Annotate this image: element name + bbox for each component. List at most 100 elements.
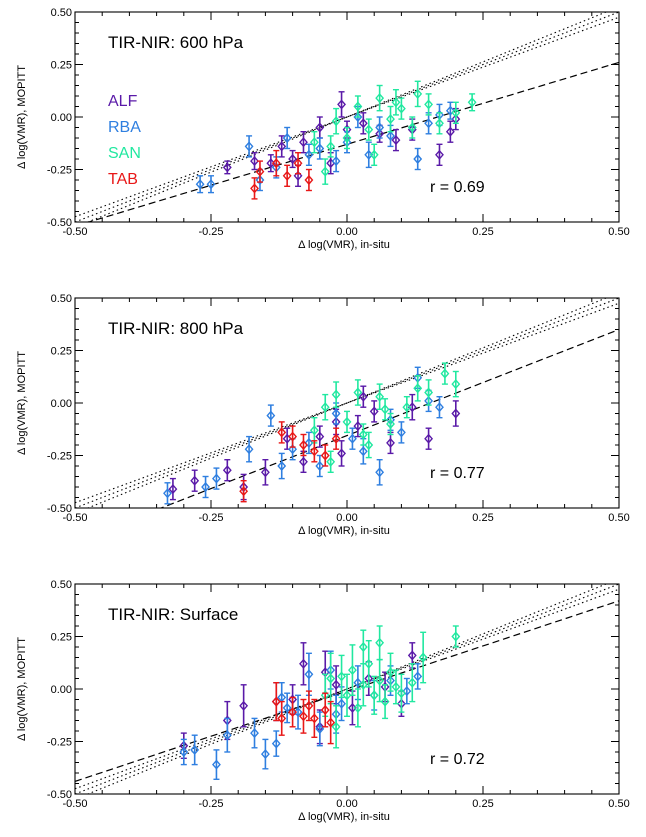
- data-point-rba: [277, 460, 287, 472]
- data-point-rba: [304, 149, 314, 160]
- data-point-san: [407, 677, 417, 688]
- reference-line-1: [75, 302, 619, 504]
- data-point-san: [369, 149, 379, 160]
- data-point-san: [375, 637, 385, 648]
- y-axis-label: Δ log(VMR), MOPITT: [16, 65, 28, 169]
- data-point-san: [369, 690, 379, 701]
- data-point-tab: [320, 704, 330, 716]
- data-point-san: [375, 391, 385, 402]
- data-point-rba: [195, 179, 205, 190]
- data-point-rba: [435, 402, 444, 413]
- data-point-san: [407, 122, 417, 133]
- data-point-alf: [315, 431, 325, 442]
- data-point-san: [451, 631, 461, 642]
- data-point-alf: [299, 658, 308, 669]
- data-point-san: [320, 166, 330, 177]
- data-point-san: [467, 97, 477, 108]
- data-point-alf: [445, 126, 455, 137]
- data-point-alf: [288, 153, 298, 165]
- fit-line: [159, 328, 619, 508]
- data-point-san: [451, 379, 461, 390]
- data-point-alf: [424, 433, 434, 444]
- x-tick-label: 0.50: [608, 798, 629, 810]
- data-point-rba: [315, 460, 325, 472]
- reference-line-3: [86, 12, 608, 222]
- legend-item-san: SAN: [108, 145, 141, 162]
- data-point-tab: [271, 696, 281, 707]
- data-point-san: [331, 389, 341, 400]
- data-point-tab: [304, 174, 314, 186]
- data-point-san: [391, 681, 401, 692]
- correlation-label: r = 0.77: [430, 465, 485, 482]
- x-tick-label: 0.25: [472, 798, 493, 810]
- data-point-san: [353, 702, 363, 713]
- data-point-rba: [260, 749, 270, 760]
- data-point-rba: [386, 130, 395, 141]
- data-point-san: [331, 116, 341, 127]
- data-point-rba: [331, 408, 341, 419]
- correlation-label: r = 0.69: [430, 179, 485, 196]
- y-tick-label: 0.50: [51, 7, 72, 19]
- data-point-san: [435, 118, 444, 129]
- data-point-alf: [331, 679, 341, 690]
- chart-panel-1: -0.50 -0.25 0.00 0.25 0.50 -0.50 -0.25 0.00 0.25…: [16, 7, 630, 251]
- data-point-alf: [222, 162, 232, 173]
- data-point-san: [386, 667, 395, 678]
- data-point-rba: [424, 118, 434, 129]
- y-tick-label: -0.25: [47, 451, 72, 463]
- reference-line-1: [75, 588, 619, 790]
- chart-panel-2: -0.50 -0.25 0.00 0.25 0.50 -0.50 -0.25 0.00 0.25…: [16, 293, 630, 537]
- data-point-san: [396, 688, 406, 699]
- data-point-san: [375, 675, 385, 686]
- y-axis-label: Δ log(VMR), MOPITT: [16, 351, 28, 455]
- data-point-rba: [337, 698, 346, 709]
- x-axis-label: Δ log(VMR), in-situ: [298, 525, 390, 537]
- data-point-san: [342, 132, 352, 144]
- x-tick-label: 0.25: [472, 226, 493, 238]
- data-point-tab: [288, 431, 298, 442]
- data-point-tab: [277, 713, 287, 724]
- data-point-san: [331, 721, 341, 732]
- x-tick-label: -0.50: [62, 798, 87, 810]
- y-tick-label: 0.25: [51, 346, 72, 358]
- data-point-alf: [407, 650, 417, 661]
- series-san: [309, 80, 477, 185]
- data-point-tab: [282, 170, 292, 181]
- data-point-san: [386, 114, 395, 125]
- data-point-rba: [315, 723, 325, 734]
- data-point-san: [320, 402, 330, 413]
- data-point-san: [413, 383, 423, 394]
- data-point-tab: [304, 700, 314, 711]
- x-tick-label: 0.25: [472, 512, 493, 524]
- data-point-san: [402, 402, 412, 413]
- data-point-san: [353, 101, 363, 112]
- data-point-rba: [358, 446, 368, 457]
- data-point-alf: [190, 475, 200, 486]
- data-point-rba: [413, 671, 423, 682]
- data-point-rba: [271, 738, 281, 749]
- data-point-san: [391, 97, 401, 108]
- data-point-rba: [375, 467, 385, 478]
- data-point-rba: [353, 111, 363, 123]
- x-tick-label: -0.25: [198, 226, 223, 238]
- series-alf: [222, 91, 461, 188]
- y-tick-label: 0.25: [51, 60, 72, 72]
- series-tab: [250, 149, 314, 200]
- data-point-san: [440, 368, 450, 379]
- y-tick-label: 0.50: [51, 579, 72, 591]
- data-point-san: [424, 387, 434, 398]
- data-point-san: [326, 456, 336, 467]
- data-point-rba: [163, 488, 172, 499]
- x-tick-label: 0.50: [608, 512, 629, 524]
- series-tab: [271, 682, 336, 745]
- data-point-alf: [250, 156, 259, 167]
- data-point-san: [358, 641, 368, 653]
- data-point-rba: [353, 677, 363, 688]
- data-point-rba: [396, 427, 406, 438]
- plot-area: [75, 12, 619, 222]
- data-point-alf: [260, 467, 270, 478]
- data-point-san: [424, 99, 434, 110]
- data-point-rba: [190, 744, 200, 755]
- data-point-rba: [315, 143, 325, 154]
- data-point-san: [413, 88, 423, 99]
